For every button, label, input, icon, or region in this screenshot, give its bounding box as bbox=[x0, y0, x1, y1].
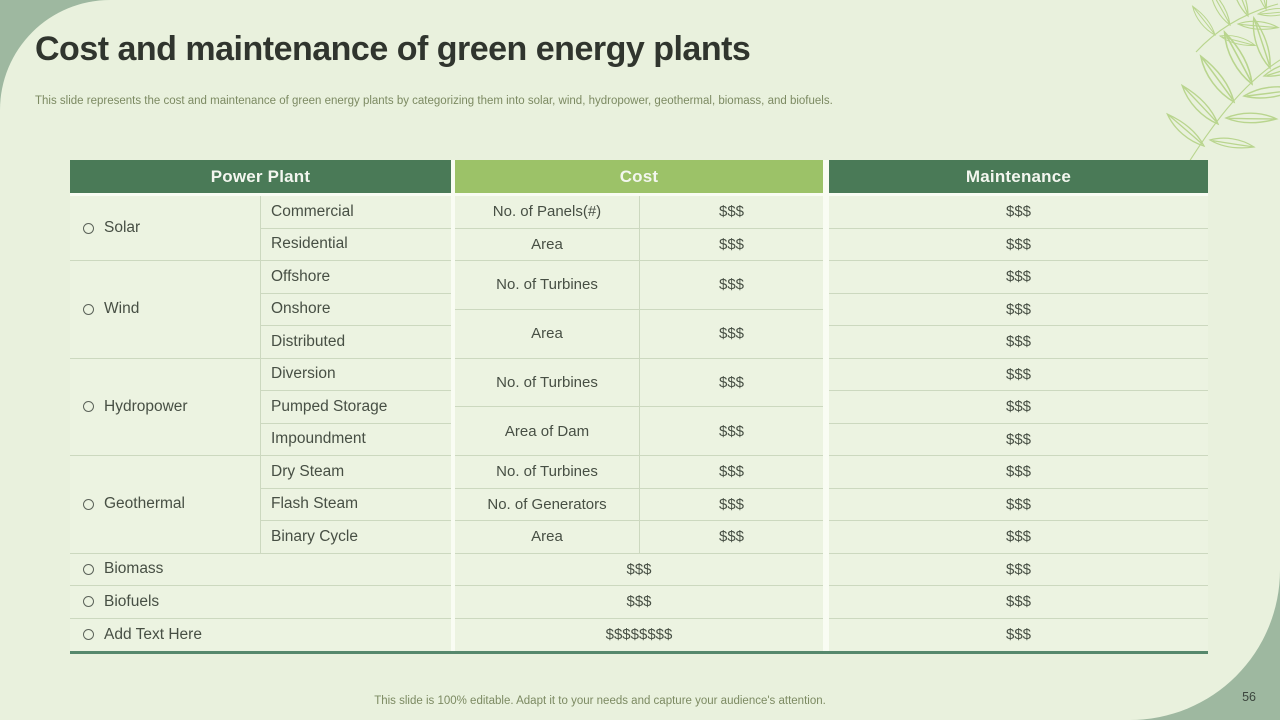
table-cell-cost-metric: Area bbox=[455, 228, 639, 261]
table-cell-maintenance-value: $$$ bbox=[829, 488, 1208, 521]
table-cell-subcategory: Diversion bbox=[260, 358, 451, 391]
circle-bullet-icon bbox=[83, 498, 94, 510]
table-cell-cost-metric: Area bbox=[455, 521, 639, 554]
circle-bullet-icon bbox=[83, 303, 94, 315]
table-cell-maintenance-value: $$$ bbox=[829, 391, 1208, 424]
table-cell-subcategory: Offshore bbox=[260, 261, 451, 294]
cost-maintenance-table: Power Plant Cost Maintenance Solar Commer… bbox=[70, 160, 1208, 654]
circle-bullet-icon bbox=[83, 401, 94, 413]
table-cell-category-label: Wind bbox=[104, 300, 140, 318]
page-title: Cost and maintenance of green energy pla… bbox=[35, 30, 751, 68]
table-cell-cost-value: $$$ bbox=[455, 586, 823, 619]
table-cell-maintenance-value: $$$ bbox=[829, 358, 1208, 391]
table-cell-category-label: Biomass bbox=[104, 560, 164, 578]
table-cell-maintenance-value: $$$ bbox=[829, 586, 1208, 619]
leaf-decoration-icon bbox=[1166, 0, 1280, 171]
table-cell-category: Solar bbox=[70, 196, 260, 261]
table-cell-subcategory: Onshore bbox=[260, 293, 451, 326]
table-cell-category: Geothermal bbox=[70, 456, 260, 554]
table-cell-maintenance-value: $$$ bbox=[829, 261, 1208, 294]
table-cell-maintenance-value: $$$ bbox=[829, 196, 1208, 229]
table-cell-maintenance-value: $$$ bbox=[829, 456, 1208, 489]
column-header-cost: Cost bbox=[455, 160, 823, 193]
table-cell-cost-value: $$$ bbox=[639, 358, 823, 408]
table-cell-subcategory: Commercial bbox=[260, 196, 451, 229]
table-cell-subcategory: Dry Steam bbox=[260, 456, 451, 489]
table-cell-category: Biomass bbox=[70, 553, 451, 586]
table-cell-maintenance-value: $$$ bbox=[829, 293, 1208, 326]
table-cell-maintenance-value: $$$ bbox=[829, 521, 1208, 554]
table-cell-maintenance-value: $$$ bbox=[829, 423, 1208, 456]
circle-bullet-icon bbox=[83, 563, 94, 575]
table-cell-cost-metric: Area of Dam bbox=[455, 407, 639, 456]
page-number: 56 bbox=[1242, 690, 1256, 704]
circle-bullet-icon bbox=[83, 222, 94, 234]
table-cell-cost-value: $$$ bbox=[639, 407, 823, 456]
circle-bullet-icon bbox=[83, 596, 94, 608]
table-cell-category-label: Hydropower bbox=[104, 397, 188, 415]
table-cell-maintenance-value: $$$ bbox=[829, 618, 1208, 651]
table-cell-category-label: Geothermal bbox=[104, 495, 185, 513]
table-cell-subcategory: Pumped Storage bbox=[260, 391, 451, 424]
table-cell-cost-value: $$$ bbox=[639, 488, 823, 521]
table-cell-category: Biofuels bbox=[70, 586, 451, 619]
slide-description: This slide represents the cost and maint… bbox=[35, 95, 833, 107]
table-cell-cost-value: $$$ bbox=[639, 196, 823, 229]
table-cell-cost-value: $$$ bbox=[639, 228, 823, 261]
table-cell-subcategory: Binary Cycle bbox=[260, 521, 451, 554]
table-cell-cost-metric: No. of Turbines bbox=[455, 358, 639, 408]
table-cell-cost-value: $$$$$$$$ bbox=[455, 618, 823, 651]
table-cell-category-label: Solar bbox=[104, 219, 141, 236]
table-cell-cost-value: $$$ bbox=[639, 261, 823, 310]
table-cell-cost-value: $$$ bbox=[455, 553, 823, 586]
table-cell-maintenance-value: $$$ bbox=[829, 553, 1208, 586]
column-header-maintenance: Maintenance bbox=[829, 160, 1208, 193]
table-cell-category: Hydropower bbox=[70, 358, 260, 456]
table-cell-category: Add Text Here bbox=[70, 618, 451, 651]
table-cell-cost-metric: Area bbox=[455, 309, 639, 359]
editable-note: This slide is 100% editable. Adapt it to… bbox=[374, 695, 826, 707]
table-cell-category-label: Add Text Here bbox=[104, 625, 202, 643]
table-cell-subcategory: Impoundment bbox=[260, 423, 451, 456]
circle-bullet-icon bbox=[83, 629, 94, 641]
table-cell-maintenance-value: $$$ bbox=[829, 326, 1208, 359]
table-cell-cost-metric: No. of Panels(#) bbox=[455, 196, 639, 229]
table-cell-maintenance-value: $$$ bbox=[829, 228, 1208, 261]
table-cell-subcategory: Flash Steam bbox=[260, 488, 451, 521]
table-cell-cost-value: $$$ bbox=[639, 521, 823, 554]
table-cell-cost-metric: No. of Generators bbox=[455, 488, 639, 521]
table-cell-cost-metric: No. of Turbines bbox=[455, 261, 639, 310]
table-cell-category-label: Biofuels bbox=[104, 592, 160, 610]
column-header-power-plant: Power Plant bbox=[70, 160, 451, 193]
table-cell-cost-value: $$$ bbox=[639, 309, 823, 359]
table-cell-cost-value: $$$ bbox=[639, 456, 823, 489]
table-cell-category: Wind bbox=[70, 261, 260, 359]
table-cell-subcategory: Residential bbox=[260, 228, 451, 261]
table-cell-cost-metric: No. of Turbines bbox=[455, 456, 639, 489]
table-cell-subcategory: Distributed bbox=[260, 326, 451, 359]
